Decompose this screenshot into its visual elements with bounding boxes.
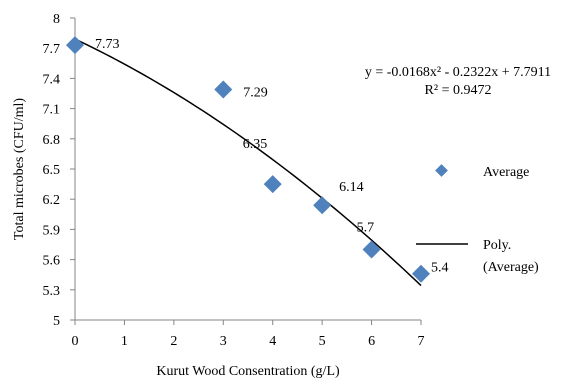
y-axis: 5 5.3 5.6 5.9 6.2 6.5 6.8 7.1 7.4 7.7 8 bbox=[43, 12, 76, 329]
x-tick-label: 1 bbox=[121, 334, 128, 349]
data-label: 5.7 bbox=[357, 221, 375, 236]
trend-r-squared: R² = 0.9472 bbox=[425, 83, 492, 98]
y-tick-label: 7.1 bbox=[43, 103, 61, 118]
legend-label-average: Average bbox=[483, 165, 529, 180]
y-axis-title: Total microbes (CFU/ml) bbox=[12, 98, 27, 240]
y-tick-label: 6.2 bbox=[43, 193, 61, 208]
x-tick-label: 3 bbox=[220, 334, 227, 349]
legend-marker-average bbox=[435, 164, 448, 177]
data-points bbox=[66, 36, 430, 283]
trendline-poly bbox=[74, 38, 422, 287]
x-tick-label: 0 bbox=[72, 334, 79, 349]
y-tick-label: 5.6 bbox=[43, 254, 61, 269]
trend-equation: y = -0.0168x² - 0.2322x + 7.7911 bbox=[365, 65, 551, 80]
y-tick-label: 5.9 bbox=[43, 223, 61, 238]
data-label: 6.35 bbox=[243, 137, 268, 152]
data-labels: 7.73 7.29 6.35 6.14 5.7 5.4 bbox=[95, 37, 449, 276]
y-ticks: 5 5.3 5.6 5.9 6.2 6.5 6.8 7.1 7.4 7.7 8 bbox=[43, 12, 75, 329]
legend-label-trendline-2: (Average) bbox=[483, 260, 539, 275]
y-tick-label: 7.7 bbox=[43, 42, 61, 57]
legend: Average Poly. (Average) bbox=[416, 164, 539, 275]
y-tick-label: 8 bbox=[53, 12, 60, 27]
x-tick-label: 2 bbox=[170, 334, 177, 349]
x-tick-label: 5 bbox=[319, 334, 326, 349]
data-label: 7.29 bbox=[243, 85, 267, 100]
x-axis-title: Kurut Wood Consentration (g/L) bbox=[156, 364, 340, 379]
x-axis: 0 1 2 3 4 5 6 7 bbox=[72, 319, 425, 349]
data-point bbox=[313, 196, 332, 215]
data-point bbox=[362, 240, 381, 259]
x-ticks: 0 1 2 3 4 5 6 7 bbox=[72, 320, 425, 349]
data-point bbox=[214, 80, 233, 99]
data-label: 5.4 bbox=[431, 261, 449, 276]
data-label: 6.14 bbox=[339, 180, 364, 195]
data-point bbox=[66, 36, 84, 55]
y-tick-label: 7.4 bbox=[43, 72, 61, 87]
data-point bbox=[263, 175, 282, 194]
x-tick-label: 6 bbox=[368, 334, 375, 349]
x-tick-label: 7 bbox=[418, 334, 425, 349]
y-tick-label: 5 bbox=[53, 314, 60, 329]
legend-label-trendline-1: Poly. bbox=[483, 238, 511, 253]
y-tick-label: 5.3 bbox=[43, 284, 61, 299]
y-tick-label: 6.5 bbox=[43, 163, 61, 178]
y-tick-label: 6.8 bbox=[43, 133, 61, 148]
data-label: 7.73 bbox=[95, 37, 120, 52]
data-point bbox=[412, 264, 430, 283]
x-tick-label: 4 bbox=[269, 334, 276, 349]
